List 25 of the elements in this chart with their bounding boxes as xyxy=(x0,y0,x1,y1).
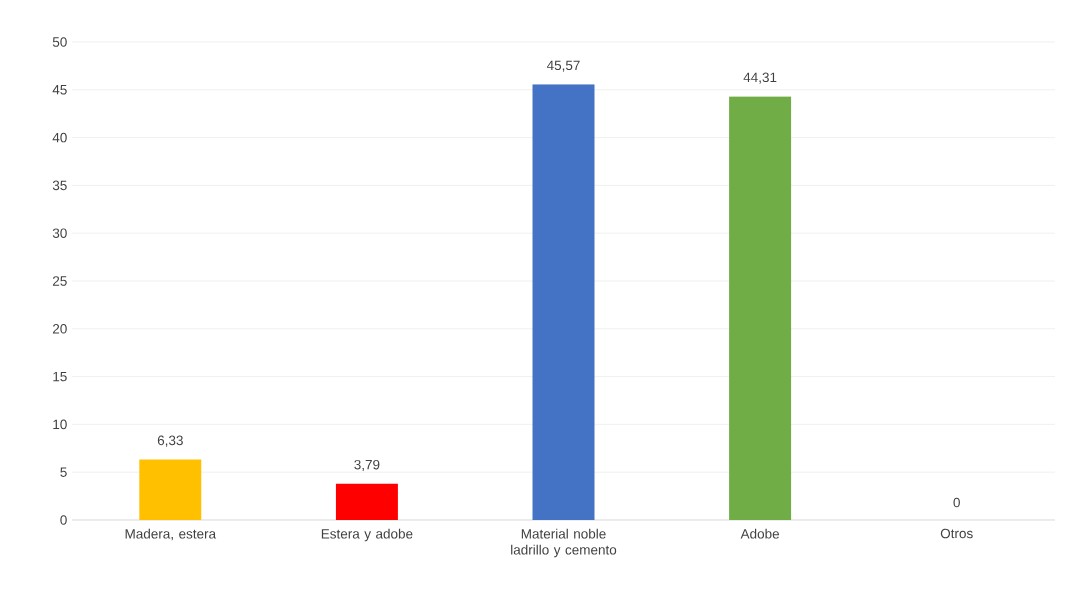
data-label: 3,79 xyxy=(354,459,380,472)
x-tick-label: Otros xyxy=(940,528,973,539)
y-tick-label: 40 xyxy=(52,132,67,143)
bar xyxy=(532,84,595,520)
bar xyxy=(139,459,202,520)
x-tick-label: Adobe xyxy=(740,528,780,539)
y-tick-label: 15 xyxy=(53,371,67,382)
x-tick-label: Madera, estera xyxy=(125,528,217,541)
y-tick-label: 45 xyxy=(52,85,67,95)
data-label: 44,31 xyxy=(743,72,777,84)
bar xyxy=(335,483,398,520)
bar xyxy=(729,96,792,520)
y-tick-label: 35 xyxy=(52,180,67,191)
data-label: 0 xyxy=(953,497,960,508)
x-tick-label: Estera y adobe xyxy=(321,528,413,542)
data-label: 45,57 xyxy=(546,60,580,72)
y-tick-label: 10 xyxy=(53,419,67,430)
data-label: 6,33 xyxy=(157,435,183,447)
y-tick-label: 50 xyxy=(52,37,67,47)
y-tick-label: 0 xyxy=(60,515,67,525)
y-tick-label: 25 xyxy=(52,276,67,286)
y-tick-label: 20 xyxy=(52,324,67,334)
y-tick-label: 30 xyxy=(52,228,67,238)
y-tick-label: 5 xyxy=(60,467,67,477)
x-tick-label: Material noble ladrillo y cemento xyxy=(511,528,617,558)
